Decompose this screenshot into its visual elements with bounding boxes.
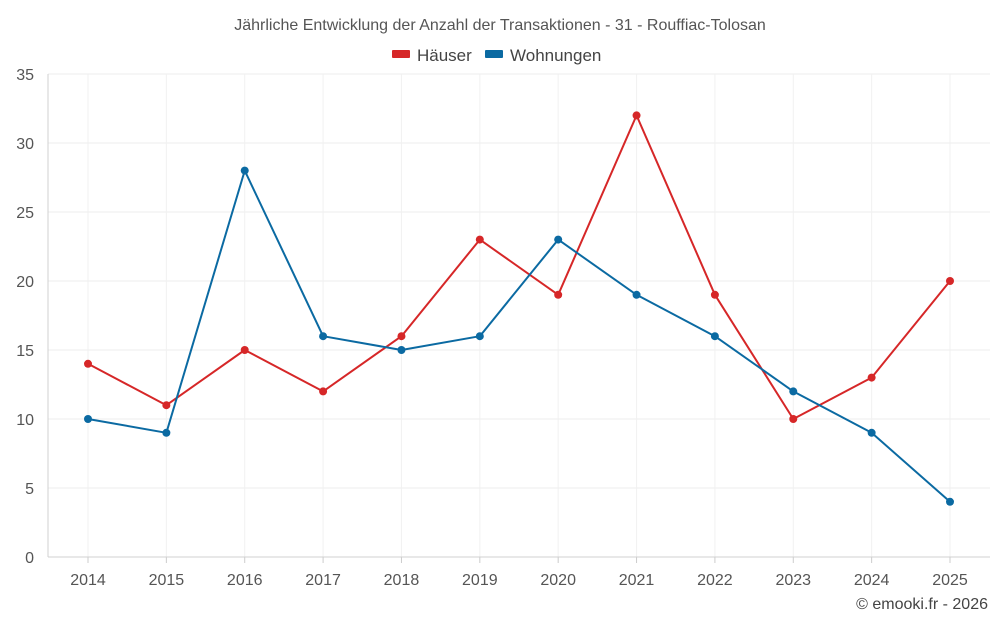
legend-swatch-series-1	[392, 50, 410, 58]
y-tick-label: 30	[16, 136, 34, 153]
data-point[interactable]	[632, 290, 641, 299]
data-point[interactable]	[397, 346, 406, 354]
y-tick-label: 25	[16, 205, 34, 222]
data-point[interactable]	[319, 332, 328, 341]
series-line	[87, 114, 951, 420]
data-point[interactable]	[867, 428, 876, 437]
series-line	[87, 169, 951, 503]
x-tick-label: 2022	[697, 572, 733, 589]
x-tick-label: 2023	[775, 572, 811, 589]
series-1	[84, 111, 954, 423]
credit-text: © emooki.fr - 2026	[856, 596, 988, 613]
x-tick-label: 2019	[462, 572, 498, 589]
x-tick-label: 2024	[854, 572, 890, 589]
series-2	[84, 166, 954, 506]
y-tick-label: 0	[25, 550, 34, 567]
data-point[interactable]	[554, 290, 563, 299]
data-point[interactable]	[946, 277, 954, 285]
data-point[interactable]	[240, 346, 249, 354]
data-point[interactable]	[475, 332, 484, 341]
x-tick-label: 2020	[540, 572, 576, 589]
y-tick-label: 5	[25, 481, 34, 498]
legend-swatch-series-2	[485, 50, 503, 58]
gridlines	[48, 73, 990, 557]
x-tick-label: 2017	[305, 572, 341, 589]
x-tick-label: 2015	[149, 572, 185, 589]
axes	[47, 74, 990, 563]
data-point[interactable]	[162, 401, 171, 410]
y-tick-label: 35	[16, 67, 34, 84]
data-point[interactable]	[240, 166, 249, 175]
data-point[interactable]	[84, 415, 92, 423]
data-point[interactable]	[867, 373, 876, 382]
x-tick-label: 2021	[619, 572, 655, 589]
data-point[interactable]	[632, 111, 641, 120]
y-axis-ticks: 0 5 10 15 20 25 30 35	[16, 67, 34, 567]
series-layer	[84, 111, 954, 506]
data-point[interactable]	[162, 428, 171, 437]
data-point[interactable]	[710, 332, 719, 341]
x-tick-label: 2014	[70, 572, 106, 589]
x-axis-ticks: 2014 2015 2016 2017 2018 2019 2020 2021 2022 2023…	[70, 572, 968, 589]
data-point[interactable]	[397, 332, 406, 341]
data-point[interactable]	[946, 497, 954, 506]
legend-label-series-1[interactable]: Häuser	[417, 46, 472, 65]
legend-label-series-2[interactable]: Wohnungen	[510, 46, 601, 65]
x-tick-label: 2025	[932, 572, 968, 589]
data-point[interactable]	[789, 415, 798, 423]
chart-title: Jährliche Entwicklung der Anzahl der Tra…	[234, 17, 766, 34]
y-tick-label: 20	[16, 274, 34, 291]
data-point[interactable]	[710, 290, 719, 299]
data-point[interactable]	[554, 235, 563, 244]
data-point[interactable]	[789, 387, 798, 396]
y-tick-label: 15	[16, 343, 34, 360]
data-point[interactable]	[475, 235, 484, 244]
x-tick-label: 2016	[227, 572, 263, 589]
data-point[interactable]	[319, 387, 328, 396]
legend[interactable]: Häuser Wohnungen	[392, 46, 601, 65]
y-tick-label: 10	[16, 412, 34, 429]
x-tick-label: 2018	[384, 572, 420, 589]
data-point[interactable]	[84, 359, 92, 368]
